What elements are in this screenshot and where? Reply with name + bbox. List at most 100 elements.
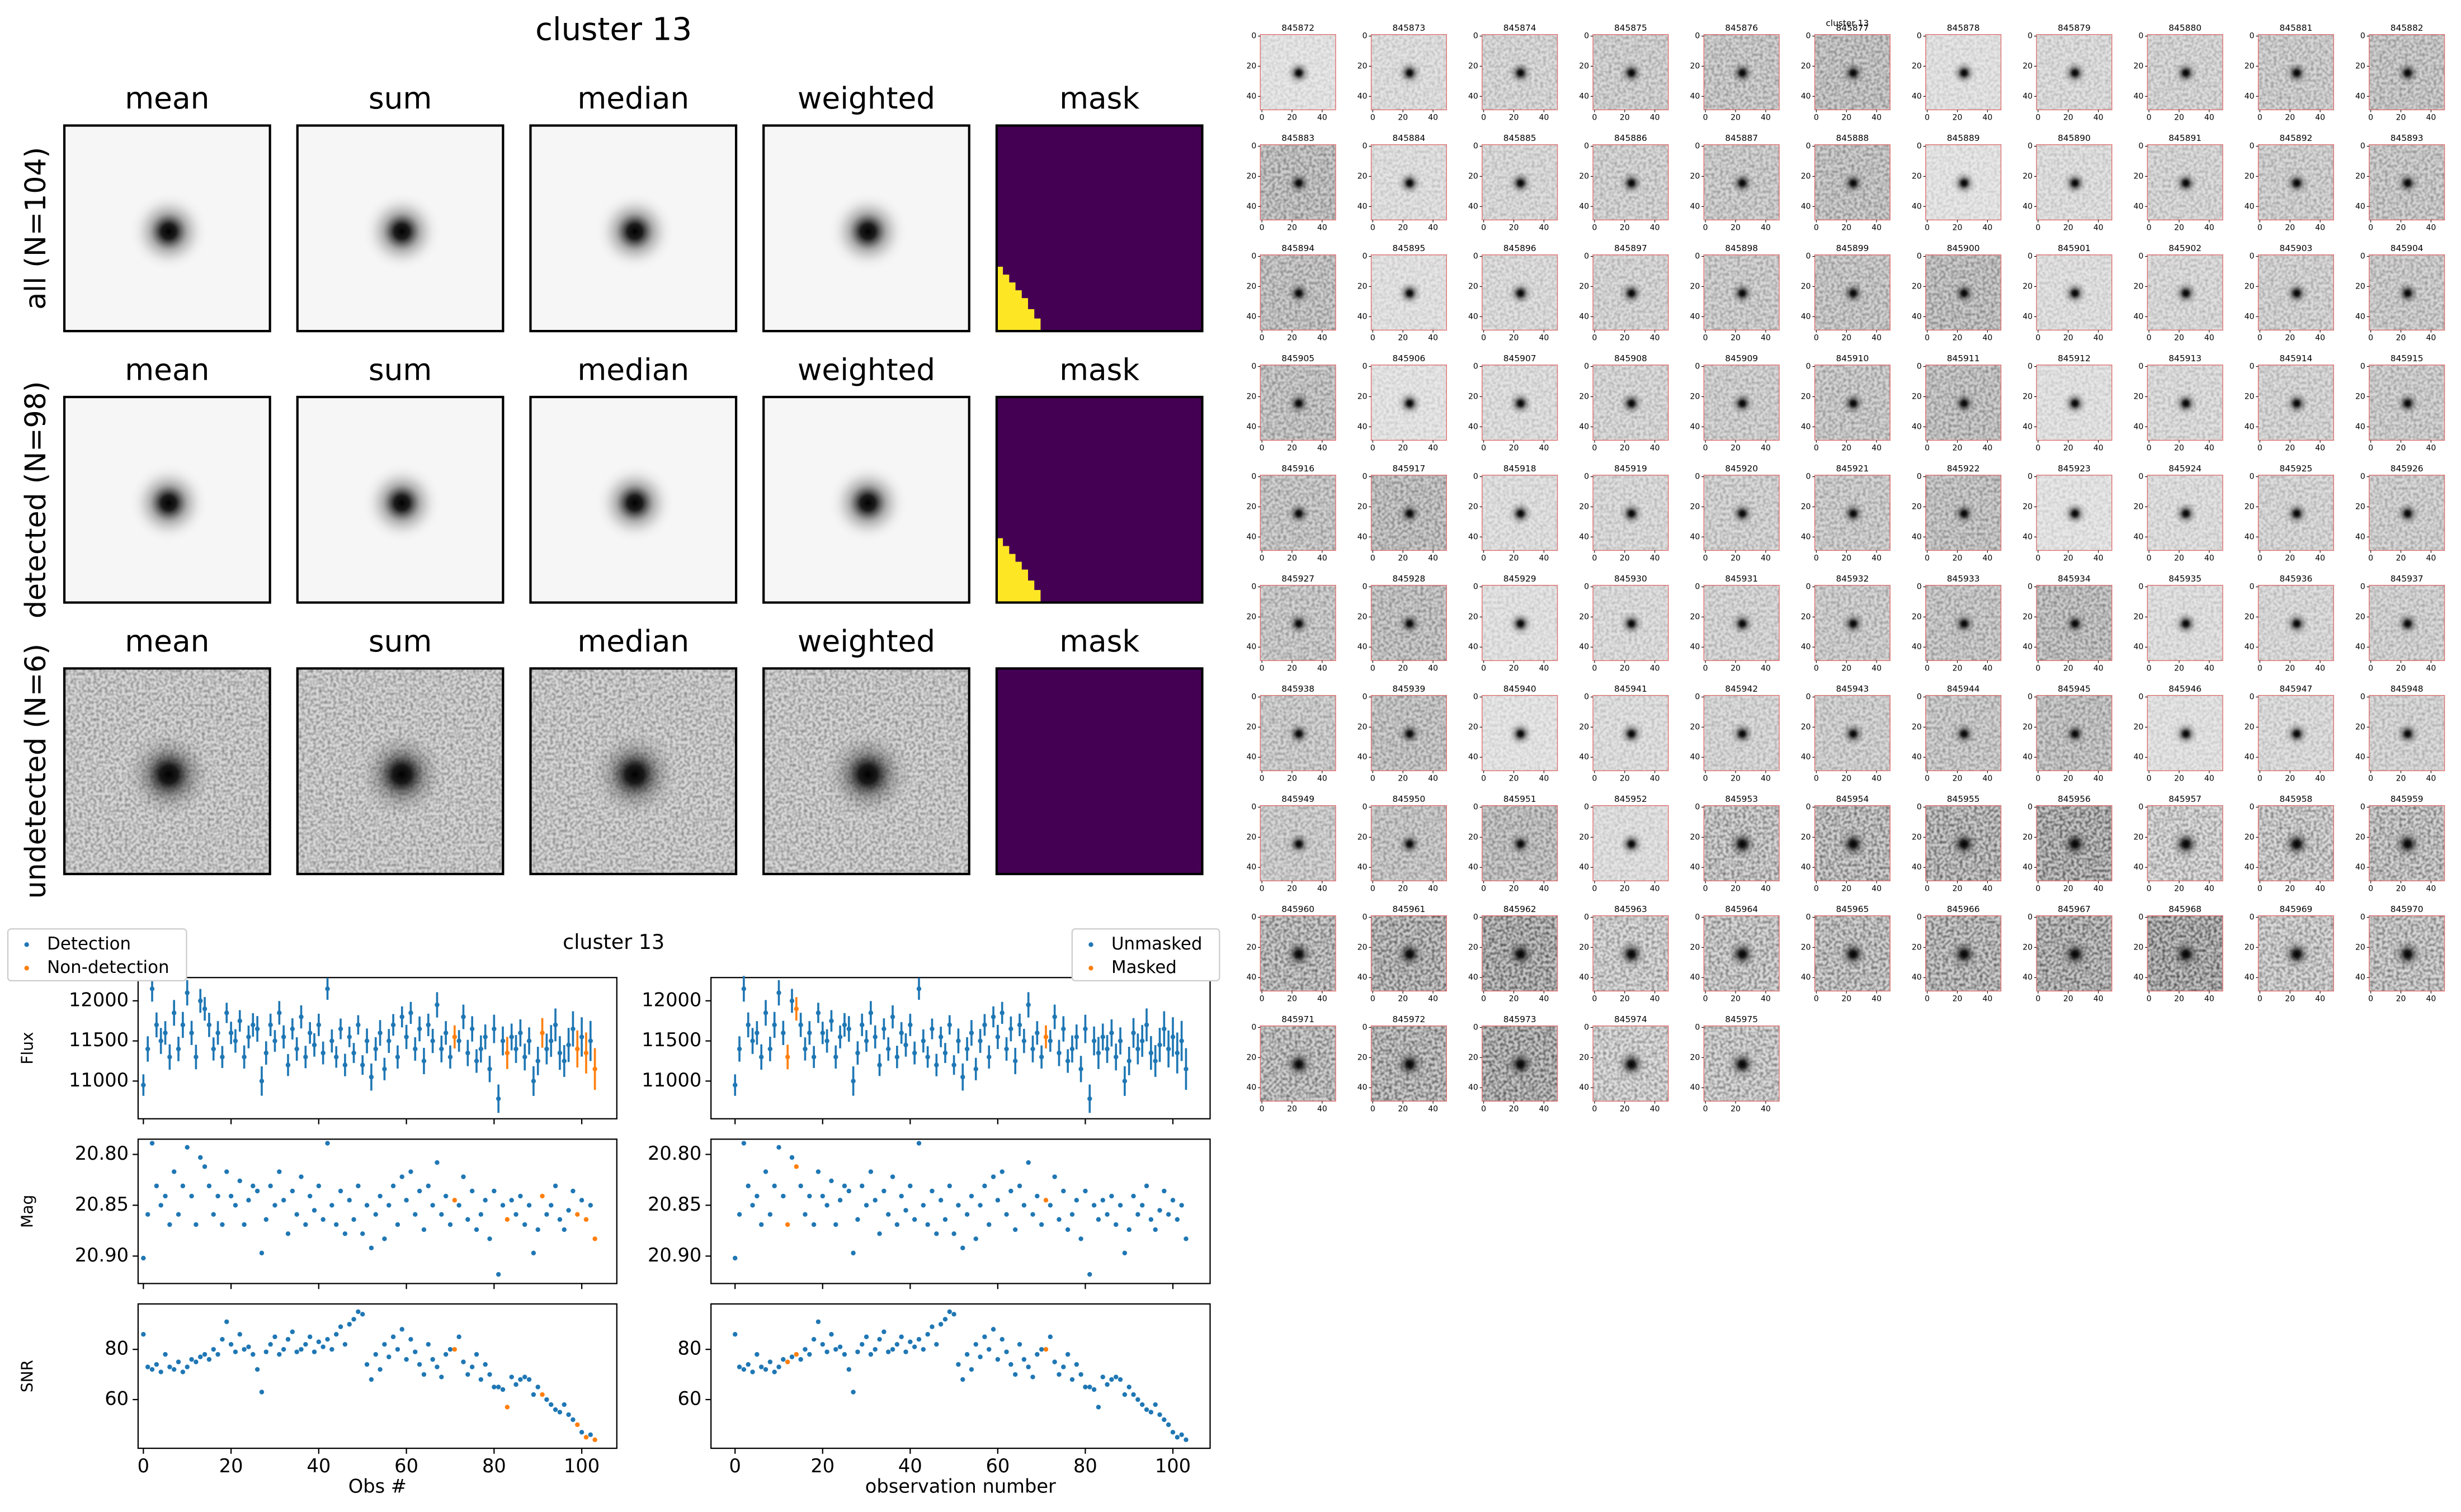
stamp-x-tick-label: 0 xyxy=(1703,1104,1708,1113)
data-point xyxy=(956,1203,961,1208)
stamp-title: 845957 xyxy=(2168,794,2201,804)
stamp-y-tick-label: 0 xyxy=(1251,252,1256,261)
data-point xyxy=(798,1357,803,1362)
data-point xyxy=(776,990,781,995)
stamp-y-tick-label: 40 xyxy=(1468,92,1478,101)
data-point xyxy=(176,1046,181,1052)
stamp-x-tick-label: 40 xyxy=(1539,1104,1549,1113)
data-point xyxy=(220,1336,225,1342)
stamp-x-tick-label: 20 xyxy=(2063,664,2073,673)
stamp-title: 845944 xyxy=(1947,684,1980,694)
data-point xyxy=(1105,1382,1110,1387)
data-point xyxy=(509,1034,514,1040)
stamp-x-tick-label: 0 xyxy=(1370,1104,1375,1113)
stamp-x-tick-label: 0 xyxy=(1370,554,1375,563)
y-tick-label: 60 xyxy=(105,1387,129,1409)
stamp-frame xyxy=(1260,694,1336,772)
stamp-x-tick-label: 20 xyxy=(2063,223,2073,232)
data-point xyxy=(942,1217,948,1222)
stamp-x-tick-label: 0 xyxy=(1592,443,1597,452)
data-point xyxy=(1157,1042,1162,1047)
data-point xyxy=(947,1309,952,1315)
panel-frame xyxy=(762,667,970,876)
data-point xyxy=(290,1188,295,1194)
data-point xyxy=(1035,1352,1040,1357)
stamp-source xyxy=(1506,169,1535,197)
data-point xyxy=(194,1055,199,1060)
stamp-title: 845974 xyxy=(1614,1014,1647,1024)
data-point xyxy=(487,1236,492,1241)
data-point xyxy=(426,1183,431,1189)
data-point xyxy=(803,1346,808,1352)
y-tick-label: 12000 xyxy=(69,989,129,1010)
stamp-y-tick-label: 40 xyxy=(1579,863,1589,872)
data-point xyxy=(399,1174,404,1179)
stamp-y-tick-label: 20 xyxy=(1357,943,1368,952)
data-point xyxy=(575,1422,580,1428)
stamp-frame xyxy=(1814,34,1890,111)
stamp-frame xyxy=(2257,694,2334,772)
stamp-y-tick-label: 0 xyxy=(1695,692,1700,701)
data-point xyxy=(386,1203,392,1208)
stamp-x-tick-label: 40 xyxy=(1982,884,1992,893)
stamp-source xyxy=(2393,279,2422,308)
data-point xyxy=(776,1145,781,1150)
data-point xyxy=(829,1018,834,1023)
data-point xyxy=(763,1367,769,1372)
stamp-y-tick-label: 20 xyxy=(2355,943,2365,952)
data-point xyxy=(868,1010,874,1015)
data-point xyxy=(1030,1046,1035,1052)
data-point xyxy=(224,1169,229,1174)
stamp-frame xyxy=(1370,34,1447,111)
stamp-x-tick-label: 40 xyxy=(1982,333,1992,342)
stamp-x-tick-label: 20 xyxy=(1953,113,1963,122)
stamp-x-tick-label: 0 xyxy=(1703,994,1708,1003)
data-point xyxy=(557,1217,563,1222)
data-point xyxy=(202,1006,208,1012)
x-tick-label: 100 xyxy=(1155,1455,1191,1477)
data-point xyxy=(1162,1026,1167,1032)
legend-label: Masked xyxy=(1111,957,1177,977)
stamp-source xyxy=(2283,389,2311,418)
stamp-frame xyxy=(1592,1025,1669,1102)
stamp-y-tick-label: 40 xyxy=(1468,642,1478,651)
stamp-y-tick-label: 0 xyxy=(2028,583,2033,592)
stamp-y-tick-label: 20 xyxy=(1246,282,1256,291)
data-point xyxy=(737,1364,742,1369)
stamp-title: 845947 xyxy=(2279,684,2312,694)
data-point xyxy=(750,1369,755,1374)
stamp-frame xyxy=(1482,34,1558,111)
stamp-y-tick-label: 40 xyxy=(1468,863,1478,872)
data-point xyxy=(579,1034,584,1040)
stamp-title: 845951 xyxy=(1503,794,1536,804)
stamp-title: 845968 xyxy=(2168,904,2201,914)
data-point xyxy=(1017,1022,1022,1028)
data-point xyxy=(1096,1217,1101,1222)
stamp-title: 845972 xyxy=(1392,1014,1425,1024)
stamp-source xyxy=(2393,389,2422,418)
data-point xyxy=(877,1231,882,1236)
stamp-source xyxy=(1506,830,1535,858)
data-point xyxy=(316,1183,322,1189)
stamp-x-tick-label: 0 xyxy=(1592,223,1597,232)
stamp-y-tick-label: 40 xyxy=(1912,642,1922,651)
stamp-x-tick-label: 40 xyxy=(2426,333,2436,342)
stamp-y-tick-label: 40 xyxy=(2133,753,2143,762)
data-point xyxy=(1157,1208,1162,1213)
legend-marker xyxy=(1088,942,1093,947)
data-point xyxy=(833,1346,838,1352)
stamp-x-tick-label: 20 xyxy=(1620,443,1630,452)
data-point xyxy=(399,1327,404,1332)
legend-marker xyxy=(1088,966,1093,971)
data-point xyxy=(973,1341,978,1347)
data-point xyxy=(995,1198,1001,1203)
data-point xyxy=(960,1074,965,1080)
data-point xyxy=(815,1010,821,1015)
data-point xyxy=(1175,1217,1180,1222)
stamp-x-tick-label: 0 xyxy=(1925,774,1930,783)
data-point xyxy=(908,1339,913,1344)
stamp-frame xyxy=(2257,584,2334,662)
data-point xyxy=(364,1038,370,1043)
data-point xyxy=(912,1217,917,1222)
stamp-x-tick-label: 0 xyxy=(2257,113,2262,122)
